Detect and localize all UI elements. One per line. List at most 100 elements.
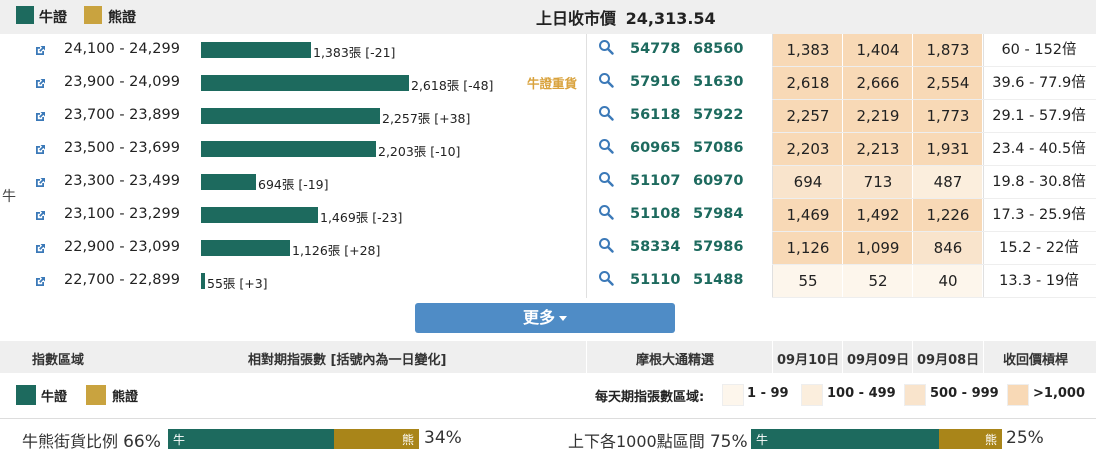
divider xyxy=(842,341,843,373)
search-icon[interactable] xyxy=(598,39,614,55)
external-link-icon[interactable] xyxy=(33,43,47,57)
ratio2-bear-bar: 熊 xyxy=(939,429,1002,449)
warrant-code[interactable]: 51108 xyxy=(630,206,681,222)
external-link-icon[interactable] xyxy=(33,241,47,255)
ratio2-label: 上下各1000點區間 xyxy=(568,432,705,451)
date3-value: 40 xyxy=(938,272,958,290)
date2-value: 2,213 xyxy=(856,140,900,158)
external-link-icon[interactable] xyxy=(33,208,47,222)
row-divider xyxy=(772,99,1096,100)
heat-cell xyxy=(913,133,982,165)
bull-contracts-bar xyxy=(201,273,205,289)
row-divider xyxy=(772,264,1096,265)
divider xyxy=(586,341,587,373)
date1-value: 694 xyxy=(793,173,823,191)
warrant-code[interactable]: 57986 xyxy=(693,239,744,255)
bull-heavy-tag: 牛證重貨 xyxy=(527,76,578,91)
legend-row: 牛證 熊證 每天期指張數區域: 1 - 99 100 - 499 500 - 9… xyxy=(0,375,1096,415)
col-date1: 09月10日 xyxy=(777,353,840,368)
col-relative: 相對期指張數 [括號內為一日變化] xyxy=(248,353,447,368)
warrant-code[interactable]: 56118 xyxy=(630,107,681,123)
row-divider xyxy=(772,66,1096,67)
heat-cell xyxy=(843,133,912,165)
external-link-icon[interactable] xyxy=(33,142,47,156)
ratio2-bull-pct: 75% xyxy=(709,432,748,452)
search-icon[interactable] xyxy=(598,171,614,187)
search-icon[interactable] xyxy=(598,72,614,88)
warrant-code[interactable]: 57922 xyxy=(693,107,744,123)
ratio-row: 牛熊街貨比例 66% 牛 熊 34% 上下各1000點區間 75% 牛 熊 25… xyxy=(0,418,1096,458)
external-link-icon[interactable] xyxy=(33,175,47,189)
more-button[interactable]: 更多 xyxy=(415,303,675,333)
heat-cell xyxy=(843,34,912,66)
bull-legend-swatch xyxy=(16,6,34,24)
warrant-code[interactable]: 60965 xyxy=(630,140,681,156)
ratio2: 上下各1000點區間 75% xyxy=(568,428,748,452)
search-icon[interactable] xyxy=(598,204,614,220)
index-range: 23,900 - 24,099 xyxy=(64,74,180,90)
range-label-4: >1,000 xyxy=(1033,386,1086,401)
ratio1: 牛熊街貨比例 66% xyxy=(22,428,161,452)
bull-contracts-bar xyxy=(201,42,311,58)
external-link-icon[interactable] xyxy=(33,76,47,90)
col-date3: 09月08日 xyxy=(917,353,980,368)
heat-cell xyxy=(773,166,842,198)
heat-cell xyxy=(773,265,842,297)
index-range: 23,100 - 23,299 xyxy=(64,206,180,222)
bull-contracts-bar xyxy=(201,207,318,223)
external-link-icon[interactable] xyxy=(33,109,47,123)
warrant-code[interactable]: 68560 xyxy=(693,41,744,57)
external-link-icon[interactable] xyxy=(33,274,47,288)
table-row: 23,700 - 23,899 2,257張 [+38] 56118 57922 2,2… xyxy=(0,100,1096,133)
ratio2-bear-tag: 熊 xyxy=(984,433,997,447)
search-icon[interactable] xyxy=(598,105,614,121)
bear-legend-swatch xyxy=(84,6,102,24)
search-icon[interactable] xyxy=(598,237,614,253)
warrant-code[interactable]: 51107 xyxy=(630,173,681,189)
row-divider xyxy=(772,297,1096,298)
heat-cell xyxy=(913,265,982,297)
ratio1-bull-pct: 66% xyxy=(123,432,161,452)
bull-contracts-bar xyxy=(201,108,380,124)
date3-value: 846 xyxy=(933,239,963,257)
previous-close: 上日收市價 24,313.54 xyxy=(536,5,716,29)
divider xyxy=(772,34,773,298)
table-row: 23,300 - 23,499 694張 [-19] 51107 60970 694 71… xyxy=(0,166,1096,199)
date2-value: 1,404 xyxy=(856,41,900,59)
range-swatch-3 xyxy=(904,384,926,406)
range-swatch-4 xyxy=(1007,384,1029,406)
warrant-code[interactable]: 57984 xyxy=(693,206,744,222)
search-icon[interactable] xyxy=(598,270,614,286)
warrant-code[interactable]: 51630 xyxy=(693,74,744,90)
table-row: 23,900 - 24,099 2,618張 [-48] 57916 51630 2,6… xyxy=(0,67,1096,100)
col-range: 指數區域 xyxy=(32,353,85,368)
leverage-range: 39.6 - 77.9倍 xyxy=(992,75,1086,91)
heat-cell xyxy=(843,199,912,231)
warrant-code[interactable]: 51488 xyxy=(693,272,744,288)
col-issuer: 摩根大通精選 xyxy=(636,353,715,368)
date1-value: 2,257 xyxy=(786,107,830,125)
date1-value: 2,618 xyxy=(786,74,830,92)
index-range: 24,100 - 24,299 xyxy=(64,41,180,57)
contracts-label: 2,618張 [-48] xyxy=(411,78,494,93)
heat-cell xyxy=(773,199,842,231)
leverage-range: 13.3 - 19倍 xyxy=(999,273,1079,289)
ratio1-bear-bar: 熊 xyxy=(334,429,419,449)
search-icon[interactable] xyxy=(598,138,614,154)
bull-contracts-bar xyxy=(201,240,290,256)
date3-value: 2,554 xyxy=(926,74,970,92)
warrant-code[interactable]: 54778 xyxy=(630,41,681,57)
leverage-range: 17.3 - 25.9倍 xyxy=(992,207,1086,223)
warrant-code[interactable]: 60970 xyxy=(693,173,744,189)
table-row: 22,900 - 23,099 1,126張 [+28] 58334 57986 1,1… xyxy=(0,232,1096,265)
warrant-code[interactable]: 58334 xyxy=(630,239,681,255)
heat-cell xyxy=(773,34,842,66)
ratio1-label: 牛熊街貨比例 xyxy=(22,432,119,451)
warrant-code[interactable]: 57086 xyxy=(693,140,744,156)
warrant-code[interactable]: 57916 xyxy=(630,74,681,90)
ratio1-bull-bar: 牛 xyxy=(168,429,334,449)
ratio2-bull-bar: 牛 xyxy=(751,429,939,449)
warrant-code[interactable]: 51110 xyxy=(630,272,681,288)
bear-legend-label: 熊證 xyxy=(112,390,139,405)
col-lever: 收回價槓桿 xyxy=(1003,353,1069,368)
